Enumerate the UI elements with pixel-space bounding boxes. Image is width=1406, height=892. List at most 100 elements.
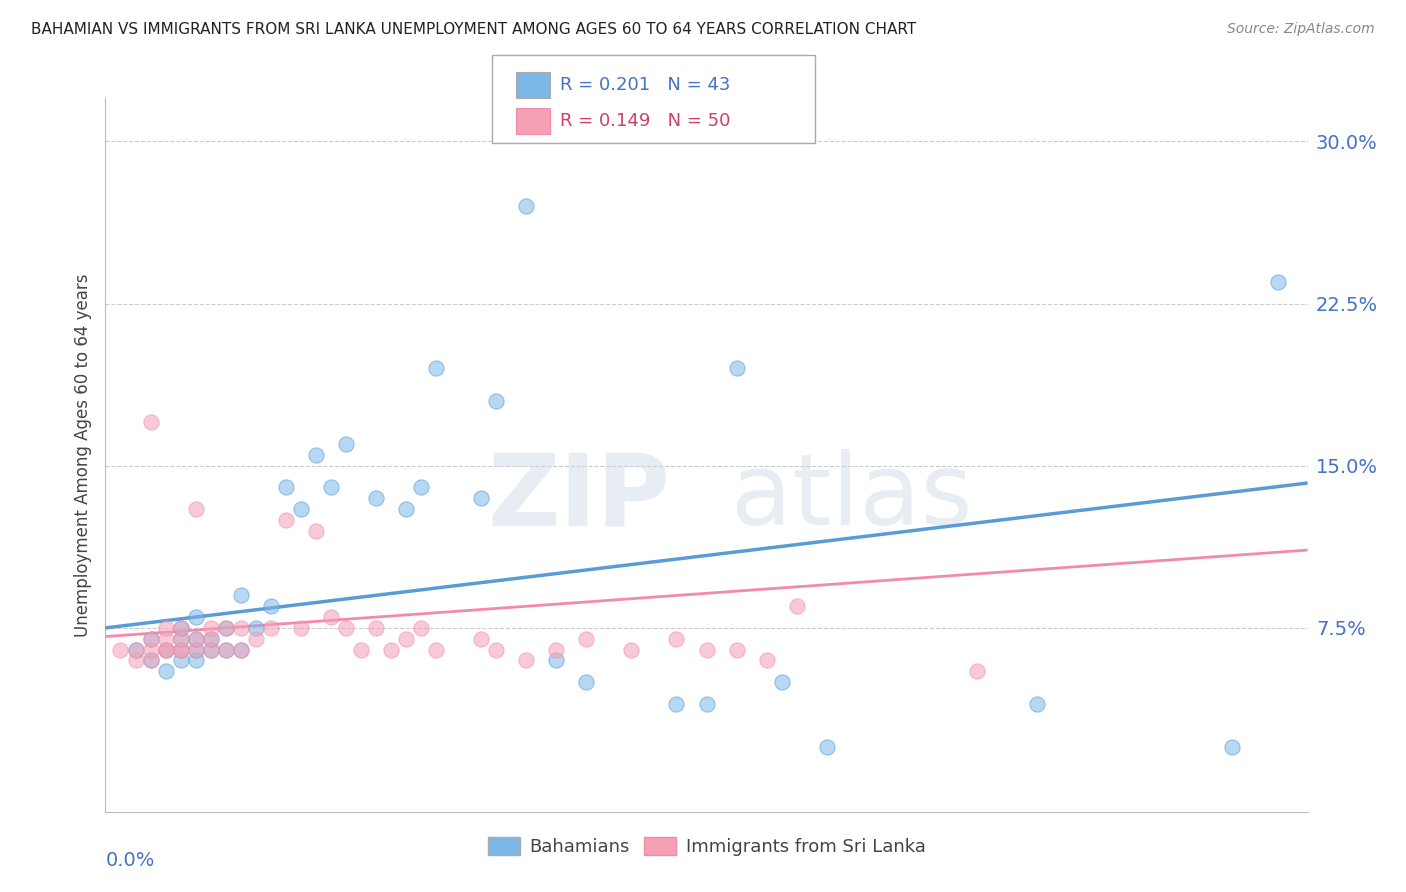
Point: [319, 480, 342, 494]
Point: [184, 632, 207, 646]
Point: [515, 199, 537, 213]
Point: [485, 642, 508, 657]
Point: [124, 642, 146, 657]
Point: [364, 491, 387, 505]
Point: [1222, 739, 1244, 754]
Point: [274, 513, 297, 527]
Point: [546, 642, 568, 657]
Text: BAHAMIAN VS IMMIGRANTS FROM SRI LANKA UNEMPLOYMENT AMONG AGES 60 TO 64 YEARS COR: BAHAMIAN VS IMMIGRANTS FROM SRI LANKA UN…: [31, 22, 917, 37]
Point: [620, 642, 643, 657]
Point: [139, 632, 162, 646]
Text: ZIP: ZIP: [488, 450, 671, 546]
Point: [725, 361, 748, 376]
Point: [169, 632, 191, 646]
Point: [319, 610, 342, 624]
Point: [395, 502, 418, 516]
Point: [139, 653, 162, 667]
Point: [696, 697, 718, 711]
Point: [485, 393, 508, 408]
Text: R = 0.149   N = 50: R = 0.149 N = 50: [560, 112, 730, 130]
Point: [290, 621, 312, 635]
Point: [139, 653, 162, 667]
Point: [200, 642, 222, 657]
Text: R = 0.201   N = 43: R = 0.201 N = 43: [560, 76, 730, 94]
Point: [1026, 697, 1049, 711]
Point: [124, 642, 146, 657]
Point: [229, 642, 252, 657]
Point: [155, 642, 177, 657]
Point: [245, 621, 267, 635]
Point: [214, 642, 236, 657]
Point: [665, 632, 688, 646]
Point: [155, 642, 177, 657]
Point: [169, 621, 191, 635]
Point: [696, 642, 718, 657]
Point: [139, 632, 162, 646]
Point: [200, 632, 222, 646]
Text: atlas: atlas: [731, 450, 972, 546]
Point: [425, 642, 447, 657]
Point: [155, 642, 177, 657]
Point: [200, 642, 222, 657]
Point: [470, 491, 492, 505]
Point: [350, 642, 373, 657]
Point: [305, 524, 328, 538]
Point: [470, 632, 492, 646]
Point: [395, 632, 418, 646]
Point: [335, 621, 357, 635]
Point: [515, 653, 537, 667]
Point: [200, 621, 222, 635]
Point: [184, 642, 207, 657]
Point: [169, 632, 191, 646]
Point: [725, 642, 748, 657]
Point: [260, 621, 283, 635]
Point: [290, 502, 312, 516]
Point: [260, 599, 283, 614]
Text: 0.0%: 0.0%: [105, 851, 155, 870]
Point: [335, 437, 357, 451]
Point: [184, 610, 207, 624]
Point: [665, 697, 688, 711]
Point: [169, 621, 191, 635]
Point: [546, 653, 568, 667]
Point: [305, 448, 328, 462]
Point: [169, 642, 191, 657]
Point: [214, 621, 236, 635]
Point: [184, 502, 207, 516]
Point: [184, 642, 207, 657]
Point: [214, 621, 236, 635]
Legend: Bahamians, Immigrants from Sri Lanka: Bahamians, Immigrants from Sri Lanka: [481, 830, 932, 863]
Point: [409, 480, 432, 494]
Y-axis label: Unemployment Among Ages 60 to 64 years: Unemployment Among Ages 60 to 64 years: [73, 273, 91, 637]
Point: [755, 653, 778, 667]
Point: [184, 653, 207, 667]
Point: [110, 642, 132, 657]
Point: [139, 416, 162, 430]
Point: [155, 632, 177, 646]
Point: [184, 632, 207, 646]
Point: [575, 675, 598, 690]
Point: [966, 664, 988, 678]
Point: [274, 480, 297, 494]
Point: [245, 632, 267, 646]
Point: [425, 361, 447, 376]
Point: [229, 621, 252, 635]
Point: [364, 621, 387, 635]
Point: [124, 653, 146, 667]
Point: [380, 642, 402, 657]
Point: [770, 675, 793, 690]
Point: [409, 621, 432, 635]
Point: [229, 589, 252, 603]
Text: Source: ZipAtlas.com: Source: ZipAtlas.com: [1227, 22, 1375, 37]
Point: [815, 739, 838, 754]
Point: [575, 632, 598, 646]
Point: [169, 653, 191, 667]
Point: [139, 642, 162, 657]
Point: [229, 642, 252, 657]
Point: [155, 621, 177, 635]
Point: [169, 642, 191, 657]
Point: [200, 632, 222, 646]
Point: [169, 642, 191, 657]
Point: [1267, 275, 1289, 289]
Point: [214, 642, 236, 657]
